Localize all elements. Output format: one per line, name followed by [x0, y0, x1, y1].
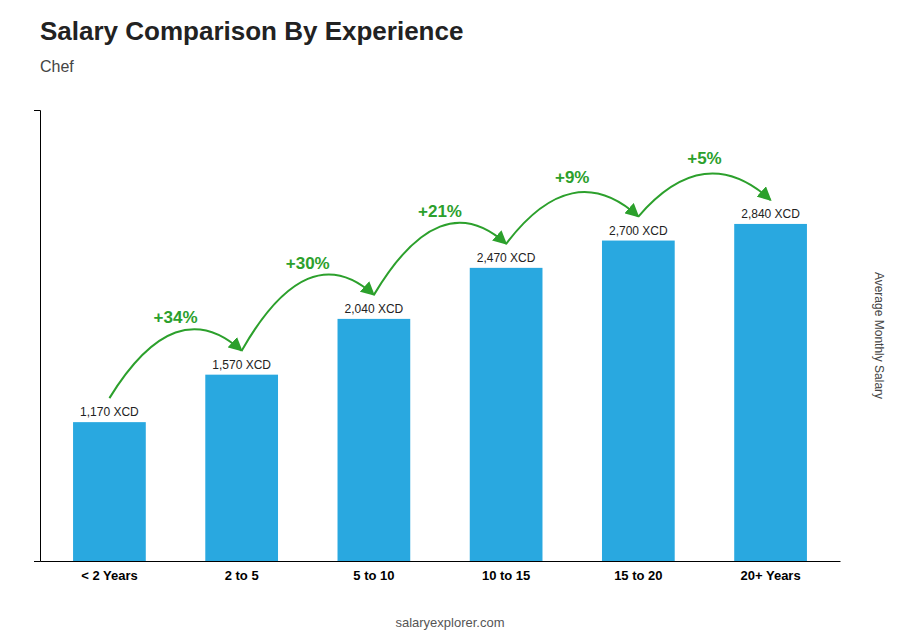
x-tick-label: 10 to 15 — [482, 568, 530, 583]
bar — [734, 224, 807, 561]
x-tick: 2 to 5 — [225, 561, 259, 583]
change-label: +5% — [687, 149, 722, 168]
x-tick-label: 15 to 20 — [614, 568, 662, 583]
data-label: 2,040 XCD — [345, 302, 404, 316]
change-label: +30% — [286, 254, 330, 273]
x-tick-label: 5 to 10 — [353, 568, 394, 583]
change-arrow — [638, 174, 770, 217]
change-annotations: +34% +30% +21% +9% +5% — [109, 149, 770, 398]
data-labels: 1,170 XCD 1,570 XCD 2,040 XCD 2,470 XCD 2,70… — [80, 207, 800, 419]
bar — [602, 241, 675, 561]
y-axis-line — [34, 111, 41, 562]
x-tick-label: 20+ Years — [741, 568, 801, 583]
data-label: 2,840 XCD — [741, 207, 800, 221]
bar — [205, 375, 278, 561]
x-axis-line — [41, 561, 841, 562]
change-label: +21% — [418, 202, 462, 221]
change-arrow — [506, 192, 638, 244]
data-label: 2,470 XCD — [477, 251, 536, 265]
footer: salaryexplorer.com — [395, 615, 504, 630]
title: Salary Comparison By Experience — [40, 16, 463, 46]
y-axis — [34, 111, 41, 562]
y-axis-title: Average Monthly Salary — [872, 272, 886, 399]
x-tick-label: < 2 Years — [81, 568, 138, 583]
x-tick: 15 to 20 — [614, 561, 662, 583]
chart: Salary Comparison By Experience Chef < 2 Y… — [0, 0, 900, 641]
x-tick-label: 2 to 5 — [225, 568, 259, 583]
x-tick: 20+ Years — [741, 561, 801, 583]
change-arrow — [109, 329, 241, 398]
x-tick: 5 to 10 — [353, 561, 394, 583]
change-label: +34% — [154, 308, 198, 327]
bar — [470, 268, 543, 561]
bars — [73, 224, 807, 561]
data-label: 1,570 XCD — [212, 358, 271, 372]
x-axis: < 2 Years 2 to 5 5 to 10 10 to 15 15 to 20 20… — [41, 561, 841, 583]
data-label: 1,170 XCD — [80, 405, 139, 419]
change-arrow — [242, 274, 374, 350]
x-tick: < 2 Years — [81, 561, 138, 583]
change-arrow — [374, 223, 506, 295]
bar — [73, 422, 146, 561]
x-tick: 10 to 15 — [482, 561, 530, 583]
plot: < 2 Years 2 to 5 5 to 10 10 to 15 15 to 20 20… — [34, 111, 841, 584]
change-label: +9% — [555, 168, 590, 187]
bar — [338, 319, 411, 561]
data-label: 2,700 XCD — [609, 224, 668, 238]
subtitle: Chef — [40, 58, 74, 75]
